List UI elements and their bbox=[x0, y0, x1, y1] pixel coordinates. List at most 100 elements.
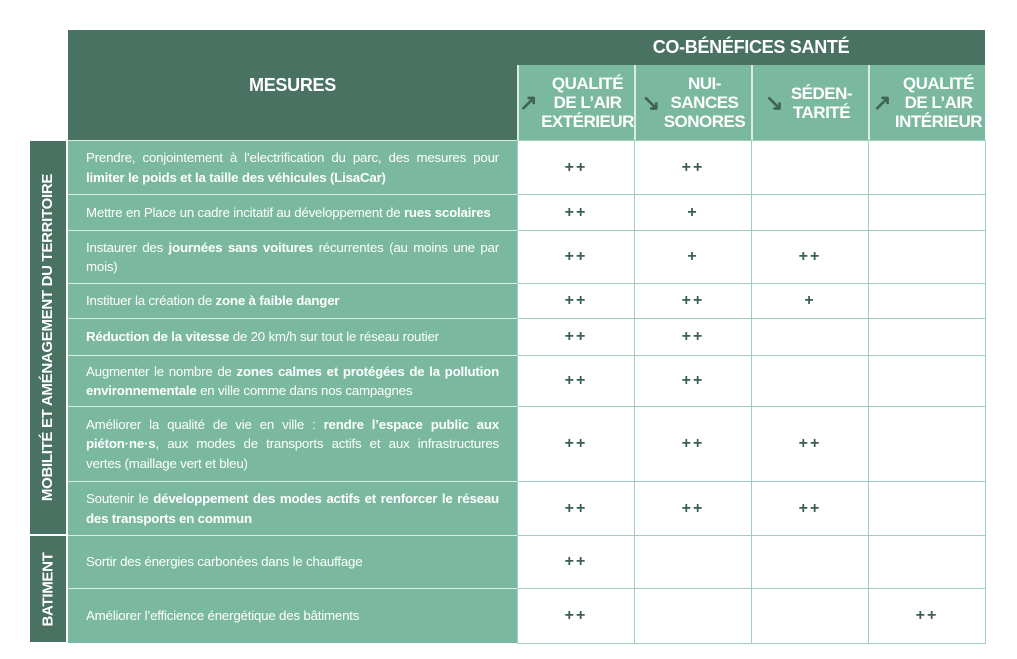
measure-cell: Prendre, conjointement à l’electrificati… bbox=[68, 140, 517, 194]
benefit-cell: ++ bbox=[517, 406, 635, 482]
column-header: ↘ NUI-SANCES SONORES bbox=[634, 65, 751, 140]
benefit-value: ++ bbox=[681, 328, 705, 345]
benefit-value: ++ bbox=[564, 607, 588, 624]
benefit-value: ++ bbox=[915, 607, 939, 624]
benefit-value: ++ bbox=[798, 499, 822, 517]
benefit-cell bbox=[868, 406, 986, 482]
benefit-cell bbox=[868, 355, 986, 407]
measure-text: Augmenter le nombre de zones calmes et p… bbox=[86, 362, 499, 401]
measure-text-bold: rues scolaires bbox=[403, 204, 491, 220]
measure-text: Sortir des énergies carbonées dans le ch… bbox=[86, 552, 363, 572]
benefit-cell: ++ bbox=[517, 318, 635, 356]
category-label-text: MOBILITÉ ET AMÉNAGEMENT DU TERRITOIRE bbox=[39, 173, 57, 502]
measure-text-segment: Instaurer des bbox=[86, 239, 169, 255]
benefit-value: ++ bbox=[681, 292, 705, 309]
cobenefices-header: CO-BÉNÉFICES SANTÉ bbox=[517, 30, 985, 65]
benefit-cell: ++ bbox=[517, 283, 635, 319]
benefit-cell bbox=[868, 481, 986, 536]
benefit-cell: ++ bbox=[751, 406, 869, 482]
benefit-cell bbox=[868, 318, 986, 356]
measure-text-bold: zones calmes et protégées de la pollutio… bbox=[86, 363, 499, 399]
cobenefices-header-label: CO-BÉNÉFICES SANTÉ bbox=[652, 37, 850, 57]
benefit-cell: ++ bbox=[517, 588, 635, 644]
benefit-cell: + bbox=[751, 283, 869, 319]
measure-text-segment: Instituer la création de bbox=[86, 293, 216, 309]
measure-text-segment: , aux modes de transports actifs et aux … bbox=[86, 436, 499, 471]
benefit-value: ++ bbox=[564, 553, 588, 570]
benefit-cell: + bbox=[634, 194, 752, 231]
benefit-value: ++ bbox=[564, 292, 588, 309]
measure-text-segment: récurrentes (au moins une par mois) bbox=[86, 239, 499, 275]
benefit-cell bbox=[751, 140, 869, 195]
column-header-label: SÉDEN-TARITÉ bbox=[790, 83, 853, 122]
column-header-label: QUALITÉ DE L’AIR INTÉRIEUR bbox=[894, 74, 983, 131]
measure-text-segment: Prendre, conjointement à l’electrificati… bbox=[86, 150, 499, 165]
measure-text: Instaurer des journées sans voitures réc… bbox=[86, 238, 499, 277]
benefit-value: ++ bbox=[798, 248, 822, 265]
measure-text-segment: Sortir des énergies carbonées dans le ch… bbox=[86, 554, 363, 570]
benefit-value: + bbox=[687, 203, 699, 221]
benefit-value: + bbox=[687, 248, 699, 265]
measure-cell: Améliorer la qualité de vie en ville : r… bbox=[68, 406, 517, 481]
benefit-cell: ++ bbox=[517, 140, 635, 195]
column-header: ↘ SÉDEN-TARITÉ bbox=[751, 65, 868, 140]
measure-text: Mettre en Place un cadre incitatif au dé… bbox=[86, 203, 491, 223]
measure-text-bold: zone à faible danger bbox=[215, 293, 340, 309]
measure-text-segment: Mettre en Place un cadre incitatif au dé… bbox=[86, 204, 404, 220]
measure-text: Instituer la création de zone à faible d… bbox=[86, 291, 340, 311]
measure-text-bold: développement des modes actifs et renfor… bbox=[86, 491, 499, 526]
measure-text: Soutenir le développement des modes acti… bbox=[86, 489, 499, 528]
measure-text: Améliorer la qualité de vie en ville : r… bbox=[86, 415, 499, 474]
benefit-cell: ++ bbox=[634, 406, 752, 482]
benefit-cell bbox=[751, 355, 869, 407]
measure-text-segment: en ville comme dans nos campagnes bbox=[196, 383, 413, 398]
measure-cell: Soutenir le développement des modes acti… bbox=[68, 481, 517, 535]
arrow-up-right-icon: ↗ bbox=[519, 90, 538, 115]
benefit-cell bbox=[634, 535, 752, 589]
benefit-cell bbox=[868, 194, 986, 231]
benefit-value: ++ bbox=[564, 158, 588, 176]
benefit-value: ++ bbox=[564, 203, 588, 221]
benefit-value: ++ bbox=[564, 248, 588, 265]
measure-text: Réduction de la vitesse de 20 km/h sur t… bbox=[86, 327, 439, 347]
benefit-cell bbox=[634, 588, 752, 644]
measure-cell: Mettre en Place un cadre incitatif au dé… bbox=[68, 194, 517, 230]
measure-text-bold: limiter le poids et la taille des véhicu… bbox=[86, 169, 386, 185]
benefit-cell bbox=[751, 194, 869, 231]
benefit-value: ++ bbox=[564, 328, 588, 345]
arrow-up-right-icon: ↗ bbox=[872, 90, 891, 115]
benefit-cell: ++ bbox=[868, 588, 986, 644]
benefit-cell: ++ bbox=[634, 355, 752, 407]
column-header-label: NUI-SANCES SONORES bbox=[663, 74, 746, 131]
benefit-cell bbox=[868, 535, 986, 589]
column-header: ↗ QUALITÉ DE L’AIR INTÉRIEUR bbox=[868, 65, 985, 140]
measure-cell: Améliorer l’efficience énergétique des b… bbox=[68, 588, 517, 643]
benefit-cell bbox=[751, 318, 869, 356]
benefit-cell bbox=[751, 535, 869, 589]
benefit-cell: + bbox=[634, 230, 752, 284]
measure-cell: Instituer la création de zone à faible d… bbox=[68, 283, 517, 318]
benefit-cell bbox=[868, 283, 986, 319]
benefit-value: ++ bbox=[564, 372, 588, 389]
measure-text: Prendre, conjointement à l’electrificati… bbox=[86, 148, 499, 187]
benefit-cell: ++ bbox=[517, 355, 635, 407]
measure-cell: Augmenter le nombre de zones calmes et p… bbox=[68, 355, 517, 406]
benefit-cell bbox=[868, 230, 986, 284]
benefit-cell bbox=[751, 588, 869, 644]
benefit-cell: ++ bbox=[517, 535, 635, 589]
measure-cell: Sortir des énergies carbonées dans le ch… bbox=[68, 535, 517, 588]
benefit-value: ++ bbox=[681, 435, 705, 452]
mesures-header: MESURES bbox=[68, 30, 517, 140]
benefit-cell: ++ bbox=[751, 481, 869, 536]
measure-text-segment: de 20 km/h sur tout le réseau routier bbox=[229, 329, 439, 345]
benefit-cell: ++ bbox=[634, 140, 752, 195]
measure-text-bold: journées sans voitures bbox=[168, 239, 314, 255]
benefit-value: ++ bbox=[681, 158, 705, 176]
measure-text-bold: rendre l’espace public aux piéton·ne·s bbox=[86, 416, 499, 452]
mesures-header-label: MESURES bbox=[249, 74, 336, 95]
benefit-cell: ++ bbox=[517, 481, 635, 536]
column-header: ↗ QUALITÉ DE L’AIR EXTÉRIEUR bbox=[517, 65, 634, 140]
benefit-cell: ++ bbox=[517, 194, 635, 231]
benefit-value: ++ bbox=[564, 499, 588, 517]
measure-cell: Instaurer des journées sans voitures réc… bbox=[68, 230, 517, 283]
